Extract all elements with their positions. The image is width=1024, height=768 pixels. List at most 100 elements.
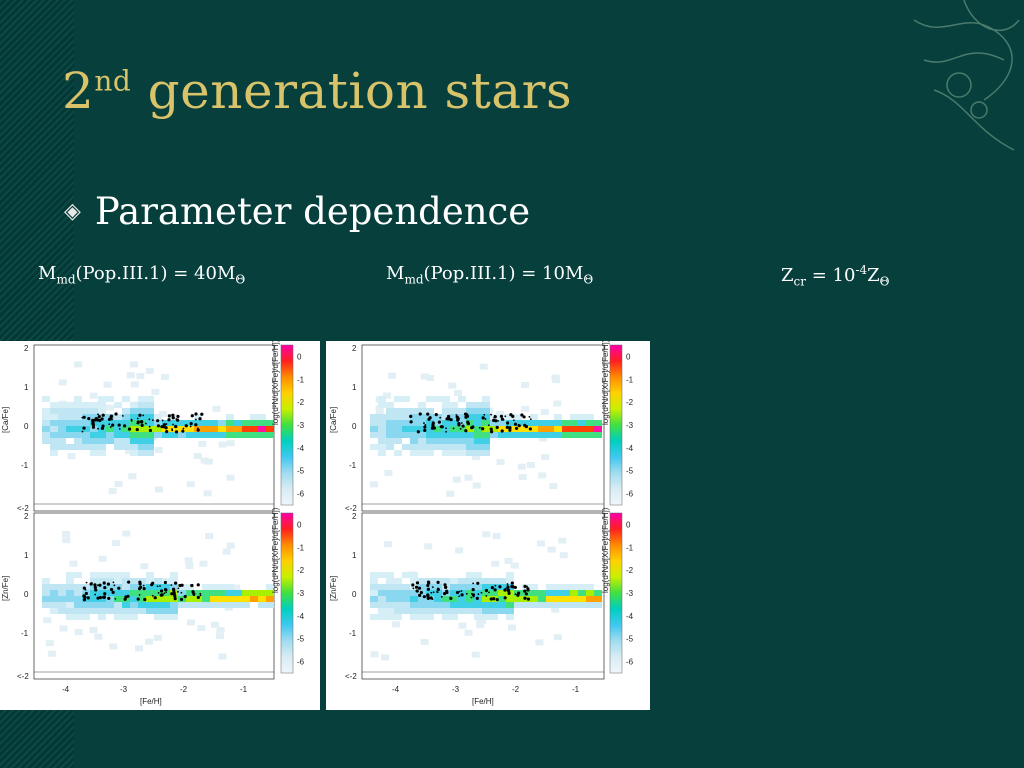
heatmap-cell <box>538 602 546 608</box>
heatmap-cell <box>538 590 546 596</box>
heatmap-cell <box>466 438 474 444</box>
heatmap-cell <box>82 432 90 438</box>
heatmap-cell <box>106 396 114 402</box>
data-point <box>522 415 526 419</box>
data-point <box>495 598 499 602</box>
heatmap-cell <box>42 596 50 602</box>
heatmap-cell <box>546 432 554 438</box>
data-point <box>128 428 131 431</box>
heatmap-cell <box>185 562 194 569</box>
y-tick: <-2 <box>345 504 357 513</box>
heatmap-cell <box>402 414 410 420</box>
data-points <box>411 580 531 602</box>
heatmap-cell <box>594 420 602 426</box>
heatmap-cell <box>442 420 450 426</box>
heatmap-cell <box>130 584 138 590</box>
data-point <box>460 593 464 597</box>
heatmap-cell <box>130 578 138 584</box>
colorbar-tick: -4 <box>626 444 634 453</box>
data-point <box>172 592 176 596</box>
data-point <box>523 589 527 593</box>
heatmap-cell <box>506 602 514 608</box>
heatmap-cell <box>394 426 402 432</box>
heatmap-cell <box>122 584 130 590</box>
heatmap-cell <box>186 584 194 590</box>
heatmap-cell <box>394 584 402 590</box>
heatmap-cell <box>540 409 549 416</box>
heatmap-cell <box>434 444 442 450</box>
data-point <box>505 425 509 429</box>
data-point <box>492 597 496 601</box>
heatmap-cell <box>553 400 562 407</box>
heatmap-cell <box>394 450 402 456</box>
heatmap-cell <box>466 590 474 596</box>
heatmap-cell <box>178 426 186 432</box>
data-point <box>471 588 475 592</box>
heatmap-cell <box>370 420 378 426</box>
heatmap-cell <box>402 590 410 596</box>
heatmap-cell <box>418 438 426 444</box>
data-point <box>445 430 447 433</box>
heatmap-cell <box>570 584 578 590</box>
heatmap-cell <box>434 396 442 402</box>
data-point <box>171 416 175 420</box>
heatmap-cell <box>106 584 114 590</box>
heatmap-cell <box>266 590 274 596</box>
heatmap-cell <box>530 602 538 608</box>
heatmap-cell <box>266 420 274 426</box>
heatmap-cell <box>218 653 227 660</box>
heatmap-cell <box>570 426 578 432</box>
heatmap-cell <box>66 590 74 596</box>
heatmap-cell <box>474 444 482 450</box>
heatmap-cell <box>420 638 429 645</box>
heatmap-cell <box>394 420 402 426</box>
heatmap-cell <box>370 481 379 488</box>
data-point <box>160 425 164 429</box>
heatmap-cell <box>474 584 482 590</box>
heatmap-cell <box>234 426 242 432</box>
heatmap-cell <box>58 608 66 614</box>
heatmap-cell <box>42 426 50 432</box>
heatmap-cell <box>138 426 146 432</box>
heatmap-cell <box>586 420 594 426</box>
heatmap-cell <box>66 426 74 432</box>
heatmap-cell <box>178 584 186 590</box>
data-point <box>140 420 144 424</box>
heatmap-cell <box>216 626 225 633</box>
heatmap-cell <box>578 602 586 608</box>
heatmap-cell <box>266 596 274 602</box>
heatmap-cell <box>562 432 570 438</box>
y-tick: 2 <box>352 512 357 521</box>
heatmap-cell <box>218 590 226 596</box>
data-point <box>101 413 105 417</box>
heatmap-cell <box>418 432 426 438</box>
data-point <box>490 586 494 590</box>
heatmap-cell <box>562 590 570 596</box>
data-point <box>82 598 87 602</box>
heatmap-cell <box>58 438 66 444</box>
x-tick: -1 <box>572 685 580 694</box>
data-point <box>190 414 194 418</box>
heatmap-cell <box>386 438 394 444</box>
heatmap-cells <box>370 363 602 497</box>
y-tick: 2 <box>24 512 29 521</box>
data-point <box>528 415 531 418</box>
heatmap-cell <box>62 537 71 544</box>
data-point <box>445 586 448 588</box>
colorbar <box>280 512 294 674</box>
heatmap-cell <box>66 402 74 408</box>
data-point <box>412 587 415 590</box>
heatmap-cell <box>154 414 162 420</box>
heatmap-cell <box>50 414 58 420</box>
x-axis-label: [Fe/H] <box>472 697 494 706</box>
heatmap-cell <box>402 572 410 578</box>
data-point <box>194 423 198 427</box>
heatmap-cell <box>66 584 74 590</box>
data-point <box>190 583 194 588</box>
heatmap-cell <box>394 438 402 444</box>
heatmap-cell <box>146 584 154 590</box>
heatmap-cell <box>410 426 418 432</box>
heatmap-cell <box>184 557 193 564</box>
plot-bottom-40: [Zn/Fe] 2 1 0 -1 <-2 log(d²N/d[X/Fe]/d[F… <box>1 507 305 706</box>
heatmap-cell <box>418 402 426 408</box>
